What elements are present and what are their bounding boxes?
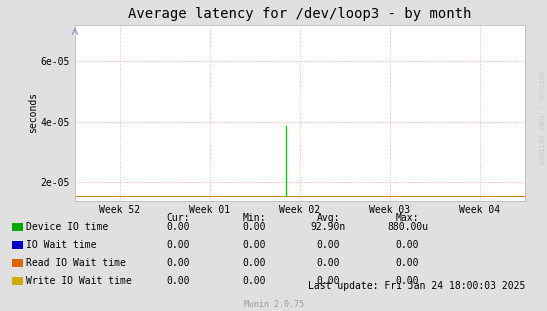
Text: 0.00: 0.00 bbox=[396, 258, 419, 268]
Y-axis label: seconds: seconds bbox=[28, 92, 38, 133]
Text: 0.00: 0.00 bbox=[166, 258, 189, 268]
Text: 0.00: 0.00 bbox=[166, 240, 189, 250]
Text: 0.00: 0.00 bbox=[243, 276, 266, 286]
Text: 880.00u: 880.00u bbox=[387, 222, 428, 232]
Text: IO Wait time: IO Wait time bbox=[26, 240, 97, 250]
Text: Write IO Wait time: Write IO Wait time bbox=[26, 276, 132, 286]
Text: Munin 2.0.75: Munin 2.0.75 bbox=[243, 299, 304, 309]
Text: 92.90n: 92.90n bbox=[311, 222, 346, 232]
Text: 0.00: 0.00 bbox=[243, 222, 266, 232]
Text: 0.00: 0.00 bbox=[396, 240, 419, 250]
Text: 0.00: 0.00 bbox=[166, 276, 189, 286]
Text: Min:: Min: bbox=[243, 213, 266, 223]
Text: Last update: Fri Jan 24 18:00:03 2025: Last update: Fri Jan 24 18:00:03 2025 bbox=[308, 281, 525, 291]
Text: Max:: Max: bbox=[396, 213, 419, 223]
Text: 0.00: 0.00 bbox=[317, 276, 340, 286]
Text: Read IO Wait time: Read IO Wait time bbox=[26, 258, 126, 268]
Text: 0.00: 0.00 bbox=[396, 276, 419, 286]
Text: 0.00: 0.00 bbox=[166, 222, 189, 232]
Text: Avg:: Avg: bbox=[317, 213, 340, 223]
Text: 0.00: 0.00 bbox=[317, 240, 340, 250]
Text: RRDTOOL / TOBI OETIKER: RRDTOOL / TOBI OETIKER bbox=[537, 72, 543, 165]
Title: Average latency for /dev/loop3 - by month: Average latency for /dev/loop3 - by mont… bbox=[128, 7, 472, 21]
Text: Cur:: Cur: bbox=[166, 213, 189, 223]
Text: Device IO time: Device IO time bbox=[26, 222, 108, 232]
Text: 0.00: 0.00 bbox=[243, 258, 266, 268]
Text: 0.00: 0.00 bbox=[317, 258, 340, 268]
Text: 0.00: 0.00 bbox=[243, 240, 266, 250]
